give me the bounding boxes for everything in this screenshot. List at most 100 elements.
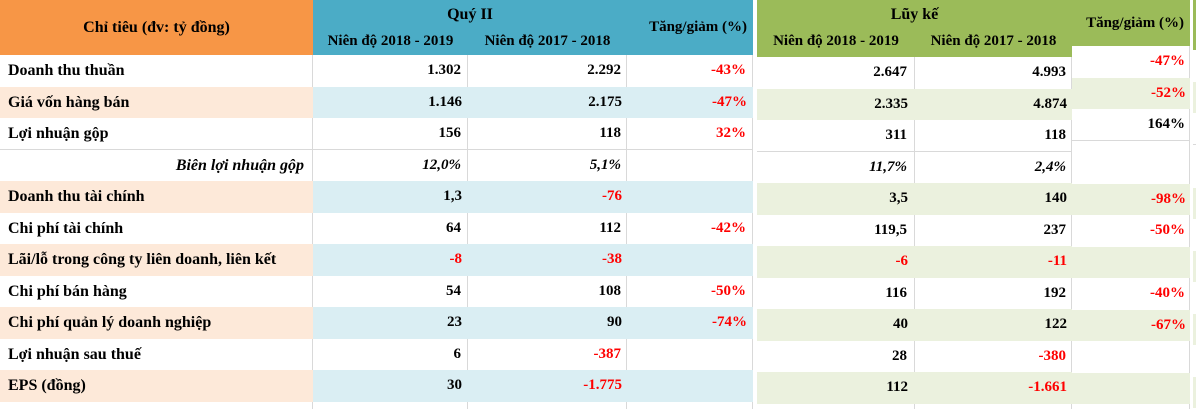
value-cell[interactable]: 64 [313, 212, 468, 244]
change-value-cell[interactable]: -50% [627, 275, 753, 307]
value-cell[interactable]: 2.292 [468, 55, 627, 87]
grid-cell [1193, 219, 1196, 251]
period-header-lk-1819[interactable]: Niên độ 2018 - 2019 [773, 33, 899, 49]
value-cell[interactable]: 311 [757, 120, 915, 152]
change-value-cell[interactable]: -40% [1072, 278, 1190, 310]
change-value-cell[interactable]: 32% [627, 118, 753, 150]
value-cell[interactable]: 4.993 [915, 57, 1072, 89]
value-cell[interactable]: 12,0% [313, 149, 468, 181]
change-value-cell[interactable] [1072, 246, 1190, 278]
value-cell[interactable]: 116 [757, 277, 915, 309]
value-cell[interactable]: -11 [915, 246, 1072, 278]
row-label-cell[interactable]: Lợi nhuận sau thuế [0, 338, 313, 370]
change-value-cell[interactable] [627, 370, 753, 402]
value-cell[interactable]: 2,4% [915, 151, 1072, 183]
value-cell[interactable]: -6 [757, 246, 915, 278]
value-cell[interactable]: -38 [468, 244, 627, 276]
row-label-cell[interactable]: Chi phí tài chính [0, 212, 313, 244]
value-cell[interactable]: 118 [468, 118, 627, 150]
row-label-cell[interactable]: Chi phí quản lý doanh nghiệp [0, 307, 313, 339]
value-cell[interactable]: 90 [468, 307, 627, 339]
value-cell[interactable]: -1.661 [915, 372, 1072, 404]
change-value-cell[interactable]: -74% [627, 307, 753, 339]
change-value-cell[interactable]: -47% [627, 86, 753, 118]
change-value-cell[interactable] [627, 244, 753, 276]
value-cell[interactable]: 40 [757, 309, 915, 341]
value-cell[interactable]: 6 [313, 338, 468, 370]
grid-strip [0, 401, 313, 409]
value-cell[interactable]: 54 [313, 275, 468, 307]
change-value-cell[interactable] [627, 338, 753, 370]
luyke-header-block [757, 0, 1072, 57]
value-cell[interactable]: 108 [468, 275, 627, 307]
change-value-cell[interactable]: -98% [1072, 183, 1190, 215]
value-cell[interactable]: 140 [915, 183, 1072, 215]
luyke-change-header-block [1072, 0, 1190, 46]
value-cell[interactable]: 192 [915, 277, 1072, 309]
section-divider [753, 0, 757, 409]
right-edge-divider [1190, 0, 1193, 409]
change-header-luy-ke[interactable]: Tăng/giảm (%) [1086, 15, 1184, 31]
change-value-cell[interactable]: -50% [1072, 215, 1190, 247]
grid-cell [1193, 144, 1196, 188]
period-header-q2-1718[interactable]: Niên độ 2017 - 2018 [484, 33, 611, 49]
change-header-q2[interactable]: Tăng/giảm (%) [649, 19, 747, 35]
value-cell[interactable]: 28 [757, 340, 915, 372]
value-cell[interactable]: -8 [313, 244, 468, 276]
table-title: Chỉ tiêu (đv: tỷ đồng) [83, 19, 230, 36]
value-cell[interactable]: 119,5 [757, 214, 915, 246]
row-label-cell[interactable]: Lợi nhuận gộp [0, 118, 313, 150]
grid-strip [627, 401, 753, 409]
group-header-luy-ke[interactable]: Lũy kế [890, 6, 939, 23]
value-cell[interactable]: 112 [757, 372, 915, 404]
value-cell[interactable]: -1.775 [468, 370, 627, 402]
value-cell[interactable]: 4.874 [915, 88, 1072, 120]
change-value-cell[interactable] [1072, 372, 1190, 404]
row-label-cell[interactable]: Doanh thu tài chính [0, 181, 313, 213]
grid-strip [757, 403, 915, 409]
value-cell[interactable]: -76 [468, 181, 627, 213]
change-value-cell[interactable] [1072, 140, 1190, 184]
grid-cell [1193, 187, 1196, 219]
grid-cell [1193, 282, 1196, 314]
value-cell[interactable]: 30 [313, 370, 468, 402]
value-cell[interactable]: 118 [915, 120, 1072, 152]
row-label-cell[interactable]: Doanh thu thuần [0, 55, 313, 87]
corner-header-cell[interactable]: Chỉ tiêu (đv: tỷ đồng) [0, 0, 313, 55]
value-cell[interactable]: 237 [915, 214, 1072, 246]
grid-strip [468, 401, 627, 409]
value-cell[interactable]: 2.335 [757, 88, 915, 120]
row-label-cell[interactable]: Giá vốn hàng bán [0, 86, 313, 118]
row-label-cell[interactable]: EPS (đồng) [0, 370, 313, 402]
value-cell[interactable]: 23 [313, 307, 468, 339]
change-value-cell[interactable]: -52% [1072, 77, 1190, 109]
value-cell[interactable]: 1.146 [313, 86, 468, 118]
grid-cell [1193, 250, 1196, 282]
row-label-cell[interactable]: Chi phí bán hàng [0, 275, 313, 307]
change-value-cell[interactable]: -43% [627, 55, 753, 87]
value-cell[interactable]: -387 [468, 338, 627, 370]
value-cell[interactable]: 2.647 [757, 57, 915, 89]
value-cell[interactable]: -380 [915, 340, 1072, 372]
value-cell[interactable]: 11,7% [757, 151, 915, 183]
value-cell[interactable]: 2.175 [468, 86, 627, 118]
value-cell[interactable]: 1.302 [313, 55, 468, 87]
value-cell[interactable]: 5,1% [468, 149, 627, 181]
change-value-cell[interactable]: 164% [1072, 109, 1190, 141]
value-cell[interactable]: 156 [313, 118, 468, 150]
value-cell[interactable]: 1,3 [313, 181, 468, 213]
value-cell[interactable]: 112 [468, 212, 627, 244]
change-value-cell[interactable] [1072, 341, 1190, 373]
change-value-cell[interactable] [627, 181, 753, 213]
row-label-cell[interactable]: Biên lợi nhuận gộp [0, 149, 313, 181]
row-label-cell[interactable]: Lãi/lỗ trong công ty liên doanh, liên kế… [0, 244, 313, 276]
group-header-quy-ii[interactable]: Quý II [447, 6, 493, 23]
value-cell[interactable]: 122 [915, 309, 1072, 341]
change-value-cell[interactable]: -47% [1072, 46, 1190, 78]
period-header-lk-1718[interactable]: Niên độ 2017 - 2018 [930, 33, 1057, 49]
change-value-cell[interactable]: -42% [627, 212, 753, 244]
change-value-cell[interactable]: -67% [1072, 309, 1190, 341]
value-cell[interactable]: 3,5 [757, 183, 915, 215]
change-value-cell[interactable] [627, 149, 753, 181]
period-header-q2-1819[interactable]: Niên độ 2018 - 2019 [327, 33, 454, 49]
